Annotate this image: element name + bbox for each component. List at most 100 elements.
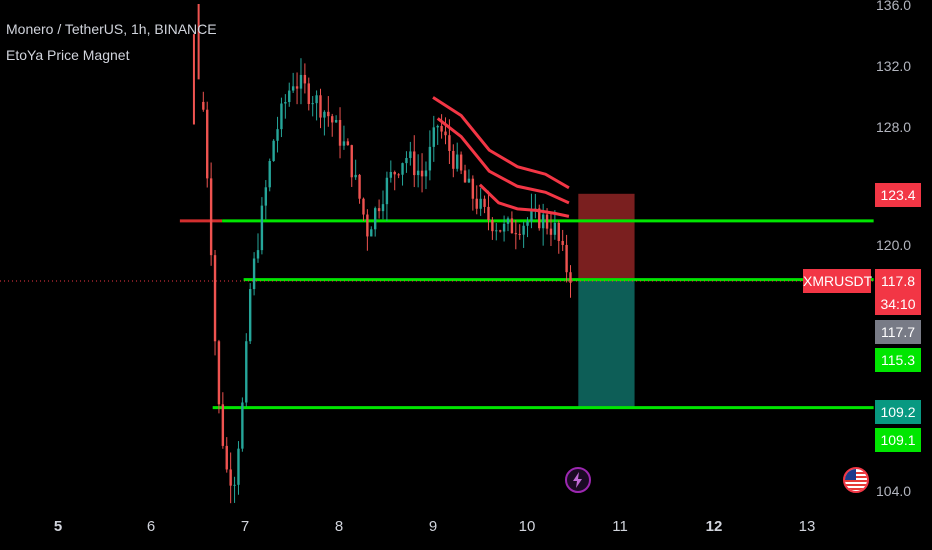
candle-body: [245, 341, 248, 403]
candle-body: [452, 150, 455, 169]
y-tick-label: 104.0: [876, 483, 912, 499]
y-tick-label: 128.0: [876, 119, 912, 135]
candle-body: [401, 163, 404, 175]
candle-body: [538, 208, 541, 229]
candle-body: [295, 86, 299, 89]
x-tick-label: 7: [240, 518, 250, 535]
candle-body: [276, 129, 279, 141]
indicator-legend[interactable]: EtoYa Price Magnet: [6, 47, 130, 63]
y-tick-label: 136.0: [876, 0, 912, 13]
countdown-tag: 34:10: [875, 293, 921, 315]
x-tick-label: 8: [334, 518, 344, 535]
candle-body: [303, 74, 307, 84]
candle-body: [202, 101, 205, 110]
candle-body: [498, 230, 502, 232]
candle-body: [561, 240, 564, 245]
candle-body: [225, 445, 228, 470]
candle-body: [311, 103, 314, 105]
x-tick-label: 13: [798, 518, 816, 535]
candle-body: [206, 109, 209, 179]
candle-body: [483, 198, 486, 207]
candle-body: [377, 208, 381, 212]
symbol-tag: XMRUSDT: [803, 269, 872, 293]
candle-body: [424, 170, 428, 177]
candle-body: [319, 95, 322, 118]
candle-body: [413, 151, 416, 176]
horizontal-levels: [179, 219, 874, 410]
candle-body: [549, 228, 553, 235]
candle-body: [428, 146, 432, 171]
magnet-line: [478, 183, 570, 218]
candle-series: [192, 4, 572, 504]
us-flag-icon[interactable]: [843, 467, 869, 493]
candle-body: [260, 205, 264, 251]
candle-body: [233, 484, 236, 486]
candle-body: [436, 125, 439, 128]
candle-body: [526, 221, 529, 226]
candle-body: [530, 210, 533, 222]
candle-body: [491, 220, 494, 232]
candle-body: [366, 214, 369, 237]
candle-body: [217, 341, 221, 405]
candle-body: [264, 187, 268, 206]
x-tick-label: 5: [53, 518, 63, 535]
symbol-legend[interactable]: Monero / TetherUS, 1h, BINANCE: [6, 21, 217, 37]
candle-body: [518, 233, 521, 235]
target-zone: [578, 279, 635, 408]
candle-body: [471, 178, 475, 199]
candle-body: [381, 204, 385, 212]
candle-body: [459, 154, 463, 171]
candle-body: [350, 145, 353, 178]
candle-body: [506, 218, 510, 224]
lightning-icon[interactable]: [565, 467, 591, 493]
candle-body: [569, 272, 572, 283]
candle-body: [541, 214, 545, 229]
candle-body: [307, 83, 310, 104]
candle-body: [284, 102, 287, 104]
price-tag-117-7: 117.7: [875, 320, 921, 344]
candle-body: [393, 172, 396, 175]
candle-body: [256, 250, 260, 259]
candle-body: [565, 244, 568, 273]
candle-body: [288, 90, 291, 103]
candle-body: [385, 177, 389, 205]
candle-body: [370, 229, 373, 237]
candle-body: [268, 160, 271, 188]
y-tick-label: 132.0: [876, 58, 912, 74]
candle-body: [463, 170, 467, 183]
candle-body: [514, 233, 518, 235]
candle-body: [229, 469, 232, 486]
candle-body: [331, 116, 334, 123]
candle-body: [397, 174, 400, 176]
x-tick-label: 10: [518, 518, 536, 535]
candle-body: [362, 198, 365, 215]
candle-body: [272, 140, 275, 161]
candle-body: [467, 178, 471, 183]
candle-body: [358, 174, 361, 199]
candle-body: [522, 225, 525, 235]
stop-zone: [578, 193, 635, 280]
candle-body: [323, 111, 326, 118]
x-tick-label: 12: [705, 518, 723, 535]
last-price-tag: 117.8: [875, 269, 921, 293]
candle-body: [456, 154, 459, 169]
candle-body: [416, 170, 420, 176]
candle-body: [557, 222, 560, 241]
candle-body: [354, 174, 357, 178]
candle-body: [440, 125, 443, 132]
candle-body: [327, 111, 330, 117]
candle-body: [209, 178, 213, 256]
candle-body: [405, 157, 408, 164]
candle-body: [248, 289, 252, 342]
candle-body: [510, 218, 514, 234]
candle-body: [479, 198, 482, 209]
candle-body: [241, 402, 244, 449]
magnet-line: [436, 117, 570, 205]
candle-body: [237, 448, 240, 485]
x-tick-label: 11: [612, 518, 628, 535]
price-tag-123-4: 123.4: [875, 183, 921, 207]
candle-body: [338, 119, 342, 146]
candle-body: [444, 131, 447, 136]
candle-body: [487, 206, 490, 221]
